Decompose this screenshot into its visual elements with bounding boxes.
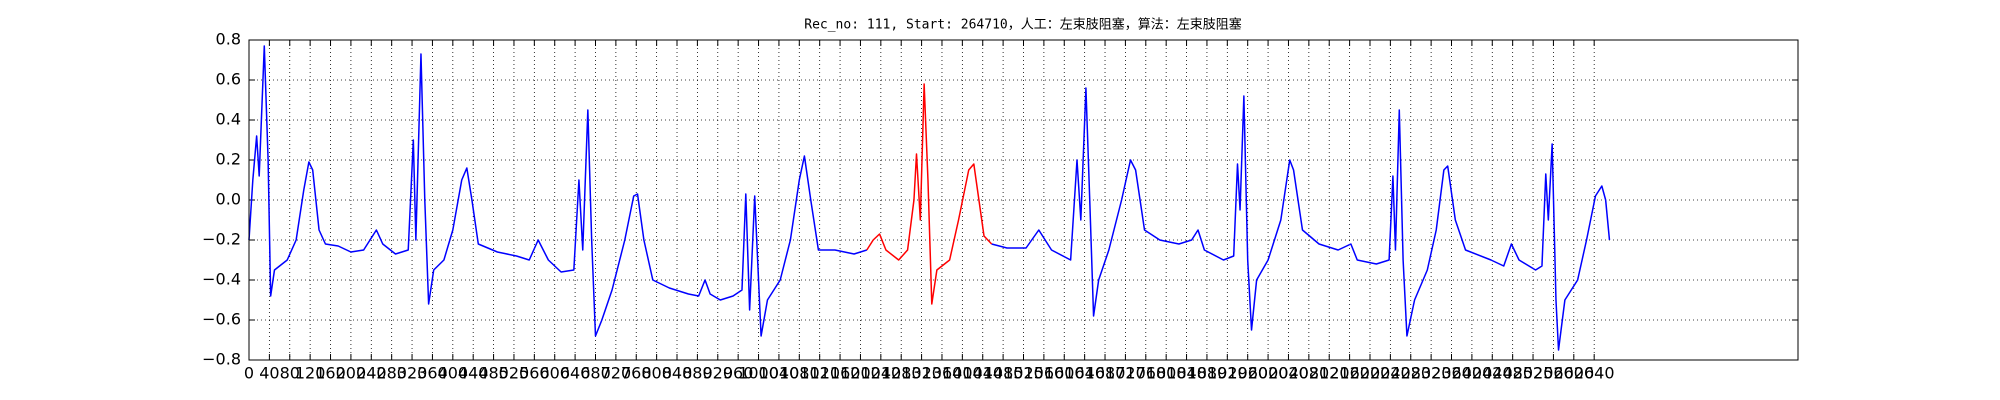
x-tick-label: 1320 [901, 364, 942, 383]
x-tick-label: 1200 [840, 364, 881, 383]
x-tick-label: 1920 [1207, 364, 1248, 383]
ecg-line [248, 45, 1611, 351]
y-tick-label: −0.8 [202, 350, 241, 369]
x-tick-label: 1360 [922, 364, 963, 383]
x-tick-label: 1960 [1227, 364, 1268, 383]
x-tick-label: 2600 [1553, 364, 1594, 383]
x-tick-label: 1800 [1146, 364, 1187, 383]
x-tick-label: 1040 [759, 364, 800, 383]
x-tick-label: 2320 [1411, 364, 1452, 383]
x-tick-label: 2200 [1350, 364, 1391, 383]
x-tick-label: 600 [539, 364, 570, 383]
plot-frame [248, 39, 1799, 361]
x-tick-label: 960 [723, 364, 754, 383]
x-tick-label: 2080 [1288, 364, 1329, 383]
x-tick-label: 1520 [1003, 364, 1044, 383]
y-tick-label: −0.2 [202, 230, 241, 249]
x-tick-label: 720 [601, 364, 632, 383]
x-tick-label: 1440 [962, 364, 1003, 383]
x-tick-label: 640 [560, 364, 591, 383]
x-tick-label: 2240 [1370, 364, 1411, 383]
x-tick-label: 2120 [1309, 364, 1350, 383]
x-tick-label: 40 [259, 364, 279, 383]
x-tick-label: 1760 [1125, 364, 1166, 383]
x-tick-label: 560 [519, 364, 550, 383]
x-tick-label: 2280 [1390, 364, 1431, 383]
x-tick-label: 2000 [1248, 364, 1289, 383]
x-tick-label: 880 [682, 364, 713, 383]
x-tick-label: 160 [315, 364, 346, 383]
x-tick-label: 800 [641, 364, 672, 383]
x-tick-label: 1840 [1166, 364, 1207, 383]
x-tick-label: 760 [621, 364, 652, 383]
chart-title: Rec_no: 111, Start: 264710，人工：左束肢阻塞，算法：左… [804, 17, 1242, 33]
x-tick-label: 1600 [1044, 364, 1085, 383]
x-tick-label: 2520 [1513, 364, 1554, 383]
y-tick-label: 0.4 [216, 110, 241, 129]
x-tick-label: 320 [397, 364, 428, 383]
x-tick-label: 1640 [1064, 364, 1105, 383]
x-tick-label: 520 [499, 364, 530, 383]
y-tick-label: 0.8 [216, 30, 241, 49]
y-tick-label: −0.6 [202, 310, 241, 329]
x-tick-label: 1680 [1085, 364, 1126, 383]
x-tick-label: 920 [703, 364, 734, 383]
x-tick-label: 1080 [779, 364, 820, 383]
x-tick-label: 0 [244, 364, 254, 383]
x-tick-label: 400 [438, 364, 469, 383]
x-tick-label: 2560 [1533, 364, 1574, 383]
x-tick-label: 2360 [1431, 364, 1472, 383]
x-tick-label: 2040 [1268, 364, 1309, 383]
x-tick-label: 240 [356, 364, 387, 383]
y-tick-label: 0.2 [216, 150, 241, 169]
x-tick-label: 1240 [860, 364, 901, 383]
x-tick-label: 2480 [1492, 364, 1533, 383]
x-tick-label: 1160 [820, 364, 861, 383]
x-tick-label: 280 [376, 364, 407, 383]
ecg-line [866, 83, 993, 305]
x-tick-label: 480 [478, 364, 509, 383]
x-tick-label: 1880 [1187, 364, 1228, 383]
x-tick-label: 1480 [983, 364, 1024, 383]
x-tick-label: 1400 [942, 364, 983, 383]
x-tick-label: 1560 [1024, 364, 1065, 383]
x-tick-label: 2400 [1452, 364, 1493, 383]
x-tick-label: 200 [336, 364, 367, 383]
x-tick-label: 1720 [1105, 364, 1146, 383]
x-tick-label: 840 [662, 364, 693, 383]
x-tick-label: 80 [280, 364, 300, 383]
x-tick-label: 1280 [881, 364, 922, 383]
x-tick-label: 120 [295, 364, 326, 383]
x-tick-label: 440 [458, 364, 489, 383]
x-tick-label: 1120 [799, 364, 840, 383]
x-tick-label: 680 [580, 364, 611, 383]
x-tick-label: 2160 [1329, 364, 1370, 383]
y-tick-label: 0.0 [216, 190, 241, 209]
x-tick-label: 1000 [738, 364, 779, 383]
x-tick-label: 2440 [1472, 364, 1513, 383]
x-tick-label: 2640 [1574, 364, 1615, 383]
y-tick-label: 0.6 [216, 70, 241, 89]
y-tick-label: −0.4 [202, 270, 241, 289]
x-tick-label: 360 [417, 364, 448, 383]
